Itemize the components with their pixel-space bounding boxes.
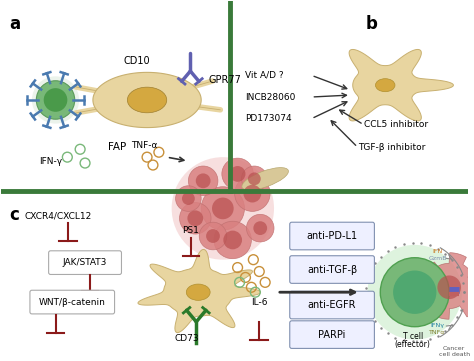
Circle shape [248,173,261,185]
Text: T cell: T cell [402,332,423,341]
Circle shape [222,158,253,190]
FancyBboxPatch shape [290,291,374,319]
FancyBboxPatch shape [290,222,374,250]
Text: CD73: CD73 [174,334,199,343]
Text: c: c [9,206,19,225]
Text: PD173074: PD173074 [246,114,292,123]
Circle shape [188,166,218,196]
Text: GzmB: GzmB [428,256,447,261]
Circle shape [214,221,251,259]
Text: anti-EGFR: anti-EGFR [308,300,356,310]
Circle shape [182,192,195,205]
Circle shape [253,221,267,235]
Polygon shape [349,49,454,121]
Circle shape [212,197,234,219]
Text: WNT/β-catenin: WNT/β-catenin [39,297,106,306]
Polygon shape [412,253,474,319]
Ellipse shape [128,87,167,113]
Circle shape [32,76,79,123]
Polygon shape [138,249,261,332]
Text: TNF-α: TNF-α [131,141,157,150]
Circle shape [187,210,203,226]
Circle shape [235,176,270,212]
FancyBboxPatch shape [290,321,374,348]
Circle shape [393,270,437,314]
Text: IFN-γ: IFN-γ [39,157,62,166]
Text: TNFα: TNFα [429,330,446,335]
Text: PS1: PS1 [182,226,199,235]
Circle shape [206,229,220,243]
Circle shape [246,214,274,242]
Text: Cancer
cell death: Cancer cell death [438,347,470,357]
Circle shape [201,187,245,230]
Text: INCB28060: INCB28060 [246,92,296,101]
Circle shape [244,185,261,203]
Circle shape [438,275,461,299]
Text: b: b [365,15,377,33]
Circle shape [242,166,267,192]
FancyBboxPatch shape [30,290,115,314]
Text: Vit A/D ?: Vit A/D ? [246,71,284,80]
Text: CD10: CD10 [124,56,151,66]
FancyBboxPatch shape [290,256,374,283]
Ellipse shape [186,284,210,300]
Text: JAK/STAT3: JAK/STAT3 [63,258,107,267]
Text: CXCR4/CXCL12: CXCR4/CXCL12 [25,212,92,221]
Text: GPR77: GPR77 [208,75,241,85]
Circle shape [199,222,227,250]
Text: anti-TGF-β: anti-TGF-β [307,265,357,274]
Text: CCL5 inhibitor: CCL5 inhibitor [364,120,428,129]
Circle shape [380,258,449,327]
FancyBboxPatch shape [49,251,121,274]
Text: PARPi: PARPi [319,330,346,340]
Circle shape [230,166,246,182]
Ellipse shape [242,168,289,190]
Circle shape [44,88,67,112]
Text: TGF-β inhibitor: TGF-β inhibitor [358,143,425,152]
Text: anti-PD-L1: anti-PD-L1 [307,231,358,241]
Text: IL-6: IL-6 [251,297,267,306]
Circle shape [367,245,462,340]
Text: FAP: FAP [109,142,127,152]
Text: (effector): (effector) [395,340,431,349]
Circle shape [223,231,242,249]
Text: a: a [9,15,20,33]
Polygon shape [93,72,201,127]
Ellipse shape [375,79,395,92]
Circle shape [180,203,211,234]
Circle shape [175,186,201,212]
Text: IFN: IFN [432,249,443,254]
Circle shape [196,173,210,188]
Text: IFNγ: IFNγ [430,323,445,328]
Circle shape [36,81,75,119]
Circle shape [172,157,274,260]
